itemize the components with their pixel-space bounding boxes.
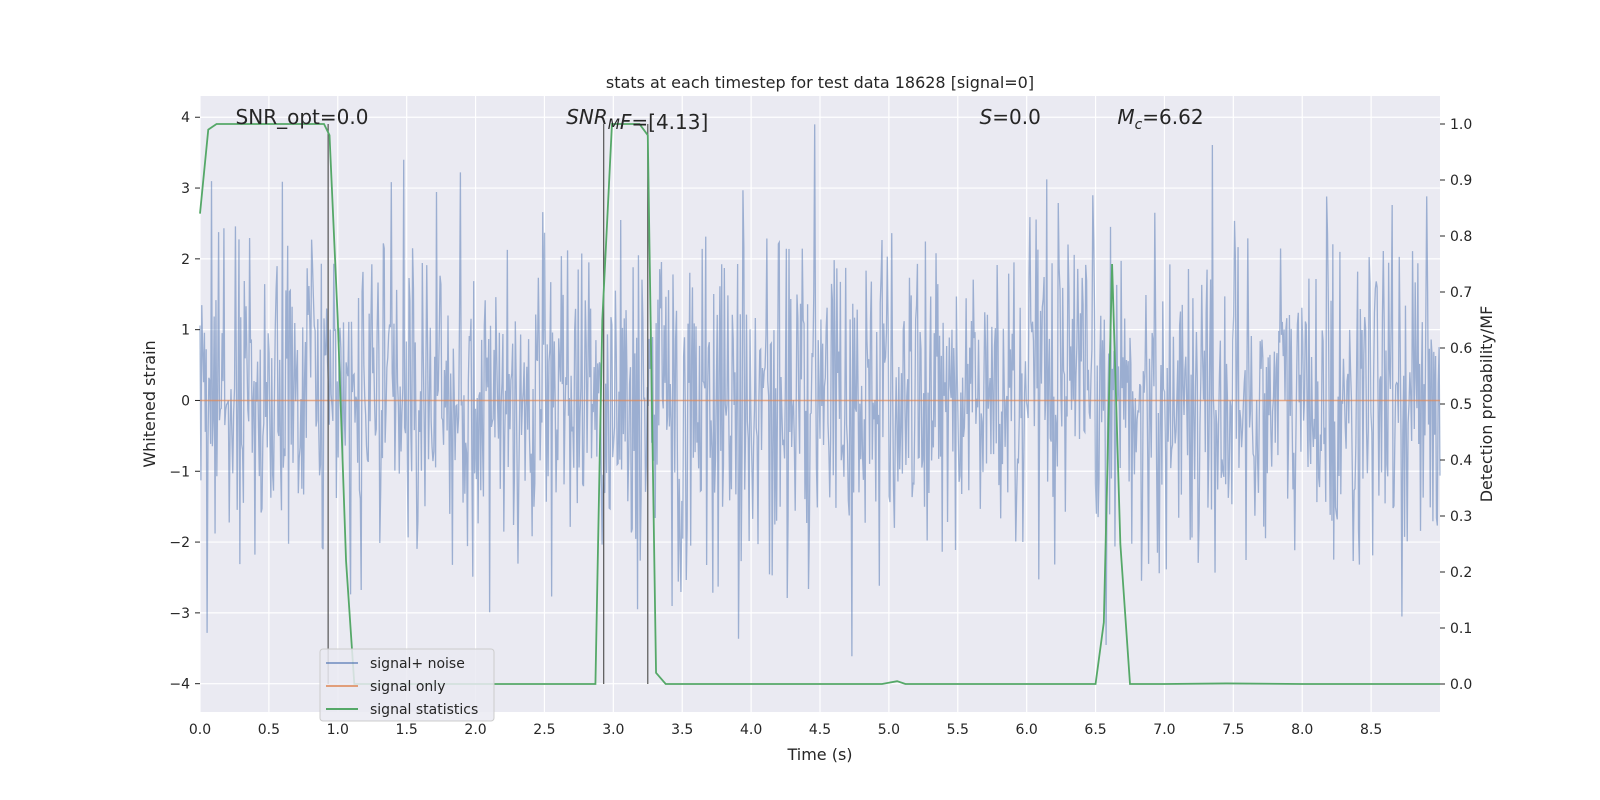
- y2-tick-label: 0.0: [1450, 677, 1472, 693]
- y2-tick-label: 0.2: [1450, 565, 1472, 581]
- y2-axis-label: Detection probability/MF: [1477, 306, 1496, 503]
- x-tick-label: 1.5: [396, 722, 418, 738]
- chart-title: stats at each timestep for test data 186…: [606, 73, 1034, 92]
- y-tick-label: 3: [181, 181, 190, 197]
- x-tick-label: 4.5: [809, 722, 831, 738]
- y2-tick-label: 1.0: [1450, 117, 1472, 133]
- x-axis-label: Time (s): [786, 745, 852, 764]
- legend-label: signal+ noise: [370, 656, 465, 672]
- y2-tick-label: 0.4: [1450, 453, 1472, 469]
- y2-tick-label: 0.9: [1450, 173, 1472, 189]
- x-tick-label: 8.0: [1291, 722, 1313, 738]
- y-tick-label: 1: [181, 323, 190, 339]
- tick-labels: 0.0 0.5 1.0 1.5 2.0 2.5 3.0 3.5 4.0 4.5 5.0 5.5 6.0 6…: [169, 110, 1472, 738]
- annotation: SNR_opt=0.0: [236, 105, 369, 129]
- y2-tick-label: 0.6: [1450, 341, 1472, 357]
- signal-statistics-line: [199, 123, 1440, 685]
- y-tick-label: −4: [169, 677, 190, 693]
- annotations: SNR_opt=0.0 SNRMF=[4.13] S=0.0 Mc=6.62: [236, 105, 1204, 134]
- legend-label: signal only: [370, 679, 445, 695]
- x-tick-label: 7.5: [1222, 722, 1244, 738]
- y-axis-label: Whitened strain: [140, 340, 159, 467]
- legend-label: signal statistics: [370, 702, 478, 718]
- x-tick-label: 1.0: [327, 722, 349, 738]
- x-tick-label: 8.5: [1360, 722, 1382, 738]
- x-tick-label: 0.0: [189, 722, 211, 738]
- x-tick-label: 4.0: [740, 722, 762, 738]
- x-tick-label: 7.0: [1153, 722, 1175, 738]
- x-tick-label: 6.5: [1084, 722, 1106, 738]
- noise-line: [199, 124, 1441, 657]
- y-tick-label: −3: [169, 606, 190, 622]
- legend: signal+ noise signal only signal statistic…: [319, 648, 495, 722]
- annotation: Mc=6.62: [1117, 105, 1203, 133]
- series-signal-noise: [199, 124, 1441, 657]
- y-tick-label: 0: [181, 393, 190, 409]
- annotation: SNRMF=[4.13]: [566, 105, 708, 134]
- x-tick-label: 3.5: [671, 722, 693, 738]
- legend-box: [319, 648, 495, 722]
- y2-tick-label: 0.7: [1450, 285, 1472, 301]
- y2-tick-label: 0.5: [1450, 397, 1472, 413]
- y-tick-label: 2: [181, 252, 190, 268]
- series-signal-statistics: [199, 123, 1440, 685]
- x-tick-label: 0.5: [258, 722, 280, 738]
- annotation: S=0.0: [980, 105, 1041, 129]
- x-tick-label: 6.0: [1016, 722, 1038, 738]
- x-tick-label: 5.5: [947, 722, 969, 738]
- y-tick-label: 4: [181, 110, 190, 126]
- y2-tick-label: 0.8: [1450, 229, 1472, 245]
- y-tick-label: −2: [169, 535, 190, 551]
- y2-tick-label: 0.3: [1450, 509, 1472, 525]
- vertical-markers: [327, 124, 649, 684]
- x-tick-label: 5.0: [878, 722, 900, 738]
- x-tick-label: 2.0: [464, 722, 486, 738]
- x-tick-label: 2.5: [533, 722, 555, 738]
- x-tick-label: 3.0: [602, 722, 624, 738]
- y2-tick-label: 0.1: [1450, 621, 1472, 637]
- y-tick-label: −1: [169, 464, 190, 480]
